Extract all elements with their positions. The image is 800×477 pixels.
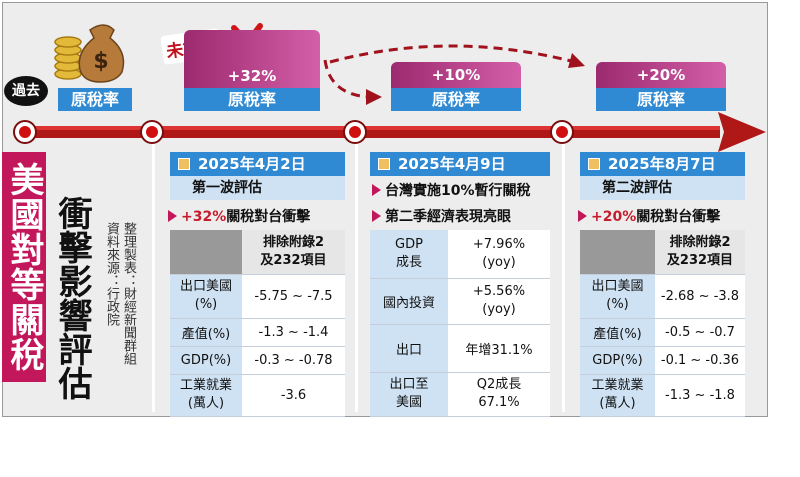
col2-row-label: 出口至 美國 xyxy=(370,372,448,417)
guide-line-2 xyxy=(355,144,358,412)
tax-label-0: 原稅率 xyxy=(58,88,132,111)
rate-box-1: +32% xyxy=(184,30,320,88)
col3-table-header: 排除附錄2 及232項目 xyxy=(655,230,745,275)
col3-date: 2025年8月7日 xyxy=(608,155,716,173)
col2-bullet-1: 台灣實施10%暫行關稅 xyxy=(372,180,531,200)
col3-bullet-rate: +20% xyxy=(591,209,637,225)
credit-line-2: 資料來源：行政院 xyxy=(104,222,119,326)
col3-bullet: +20%關稅對台衝擊 xyxy=(578,206,720,226)
timeline-node-3 xyxy=(550,120,574,144)
col3-row-label: 產值(%) xyxy=(580,318,655,347)
col3-row-label: 工業就業 (萬人) xyxy=(580,374,655,417)
triangle-bullet-icon xyxy=(168,210,177,222)
col2-row-value: +7.96% (yoy) xyxy=(448,230,550,279)
timeline-node-0 xyxy=(13,120,37,144)
col2-row-label: GDP 成長 xyxy=(370,230,448,279)
col1-row-label: GDP(%) xyxy=(170,346,242,375)
col3-row-value: -2.68 ~ -3.8 xyxy=(655,274,745,319)
col3-bullet-text: 關稅對台衝擊 xyxy=(636,209,721,225)
timeline-node-1 xyxy=(140,120,164,144)
col2-row-label: 出口 xyxy=(370,324,448,373)
col1-row-label: 產值(%) xyxy=(170,318,242,347)
col2-row-value: 年增31.1% xyxy=(448,324,550,373)
col1-date: 2025年4月2日 xyxy=(198,155,306,173)
triangle-bullet-icon xyxy=(578,210,587,222)
col1-bullet-text: 關稅對台衝擊 xyxy=(226,209,311,225)
rate-box-3: +20% xyxy=(596,62,726,88)
col1-row-value: -1.3 ~ -1.4 xyxy=(242,318,345,347)
col1-row-label: 出口美國 (%) xyxy=(170,274,242,319)
col1-date-header: 2025年4月2日 xyxy=(170,152,345,176)
col2-row-value: +5.56% (yoy) xyxy=(448,278,550,325)
col2-row-value: Q2成長 67.1% xyxy=(448,372,550,417)
col2-bullet-1-text: 台灣實施10%暫行關稅 xyxy=(385,183,531,199)
col1-table-corner xyxy=(170,230,242,275)
title-column-2: 衝擊影響評估 xyxy=(52,196,92,400)
triangle-bullet-icon xyxy=(372,184,381,196)
title-column-1: 美國對等關稅 xyxy=(2,152,46,382)
col1-row-value: -0.3 ~ -0.78 xyxy=(242,346,345,375)
tax-label-1: 原稅率 xyxy=(184,88,320,111)
guide-line-1 xyxy=(152,144,155,412)
col3-row-value: -1.3 ~ -1.8 xyxy=(655,374,745,417)
col3-table-corner xyxy=(580,230,655,275)
svg-text:$: $ xyxy=(93,49,108,74)
col1-bullet-rate: +32% xyxy=(181,209,227,225)
col2-bullet-2-text: 第二季經濟表現亮眼 xyxy=(385,209,511,225)
tax-label-2: 原稅率 xyxy=(391,88,521,111)
tax-label-3: 原稅率 xyxy=(596,88,726,111)
col3-row-value: -0.1 ~ -0.36 xyxy=(655,346,745,375)
col3-subtitle: 第二波評估 xyxy=(580,176,745,200)
guide-line-3 xyxy=(562,144,565,412)
credit-line-1: 整理製表：財經新聞群組 xyxy=(121,222,136,365)
col2-bullet-2: 第二季經濟表現亮眼 xyxy=(372,206,511,226)
col1-row-label: 工業就業 (萬人) xyxy=(170,374,242,417)
square-bullet-icon xyxy=(588,158,600,170)
col3-date-header: 2025年8月7日 xyxy=(580,152,745,176)
timeline-node-2 xyxy=(343,120,367,144)
rate-box-1-text: +32% xyxy=(227,67,277,85)
col2-date: 2025年4月9日 xyxy=(398,155,506,173)
past-badge: 過去 xyxy=(4,76,48,106)
col2-row-label: 國內投資 xyxy=(370,278,448,325)
col1-subtitle: 第一波評估 xyxy=(170,176,345,200)
col1-row-value: -5.75 ~ -7.5 xyxy=(242,274,345,319)
col2-table: GDP 成長 +7.96% (yoy) 國內投資 +5.56% (yoy) 出口… xyxy=(370,230,550,417)
col1-row-value: -3.6 xyxy=(242,374,345,417)
col3-table: 排除附錄2 及232項目 出口美國 (%) -2.68 ~ -3.8 產值(%)… xyxy=(580,230,745,417)
square-bullet-icon xyxy=(378,158,390,170)
col3-row-label: 出口美國 (%) xyxy=(580,274,655,319)
money-bag-coins-icon: $ xyxy=(54,24,125,83)
col2-date-header: 2025年4月9日 xyxy=(370,152,550,176)
rate-box-2: +10% xyxy=(391,62,521,88)
square-bullet-icon xyxy=(178,158,190,170)
col3-row-label: GDP(%) xyxy=(580,346,655,375)
col3-row-value: -0.5 ~ -0.7 xyxy=(655,318,745,347)
col1-table-header: 排除附錄2 及232項目 xyxy=(242,230,345,275)
col1-bullet: +32%關稅對台衝擊 xyxy=(168,206,310,226)
triangle-bullet-icon xyxy=(372,210,381,222)
col1-table: 排除附錄2 及232項目 出口美國 (%) -5.75 ~ -7.5 產值(%)… xyxy=(170,230,345,417)
